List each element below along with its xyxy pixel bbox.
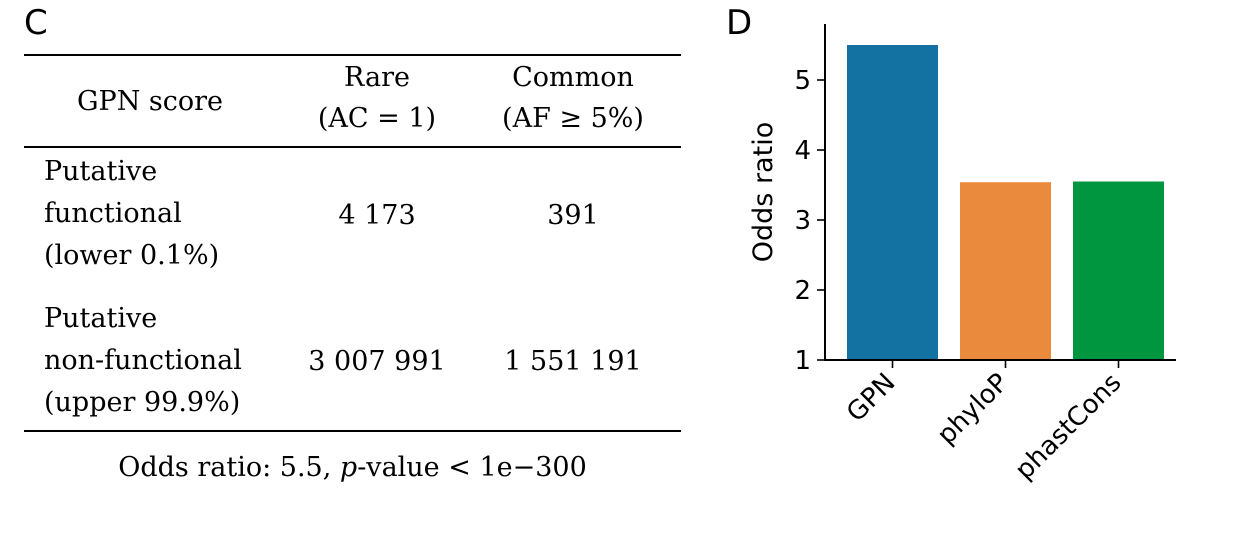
x-tick-label-phastcons: phastCons <box>1010 368 1128 486</box>
row-label-line: functional <box>44 198 182 229</box>
table-footnote: Odds ratio: 5.5, p-value < 1e−300 <box>24 452 681 483</box>
y-tick-label: 1 <box>794 346 811 376</box>
cell-rare: 3 007 991 <box>308 346 446 377</box>
table-mid-rule <box>24 146 681 148</box>
y-tick-label: 2 <box>794 276 811 306</box>
row-label-line: Putative <box>44 156 158 187</box>
bar-gpn <box>847 45 938 360</box>
x-tick-label-gpn: GPN <box>841 368 901 428</box>
row-label-line: (lower 0.1%) <box>44 240 220 271</box>
cell-common: 1 551 191 <box>504 346 642 377</box>
header-rare-line2: (AC = 1) <box>317 103 437 134</box>
cell-common: 391 <box>547 200 599 231</box>
footnote-p-italic: p <box>339 452 358 483</box>
header-common-line2: (AF ≥ 5%) <box>502 103 644 134</box>
table-bottom-rule <box>24 430 681 432</box>
row-label-line: (upper 99.9%) <box>44 387 241 418</box>
table-top-rule <box>24 54 681 56</box>
row-label-line: non-functional <box>44 345 242 376</box>
header-rare-line1: Rare <box>344 62 410 93</box>
cell-rare: 4 173 <box>338 200 416 231</box>
y-axis-label: Odds ratio <box>748 122 779 262</box>
footnote-suffix: -value < 1e−300 <box>357 452 587 483</box>
bar-phastcons <box>1073 181 1164 360</box>
panel-label-d: D <box>726 3 753 43</box>
y-tick-label: 5 <box>794 66 811 96</box>
footnote-prefix: Odds ratio: 5.5, <box>118 452 340 483</box>
bar-phylop <box>960 182 1051 360</box>
row-label-line: Putative <box>44 303 158 334</box>
y-tick-label: 3 <box>794 206 811 236</box>
header-gpn-score: GPN score <box>76 86 224 117</box>
panel-label-c: C <box>24 3 48 43</box>
y-tick-label: 4 <box>794 136 811 166</box>
x-tick-label-phylop: phyloP <box>932 368 1015 451</box>
header-common-line1: Common <box>512 62 634 93</box>
